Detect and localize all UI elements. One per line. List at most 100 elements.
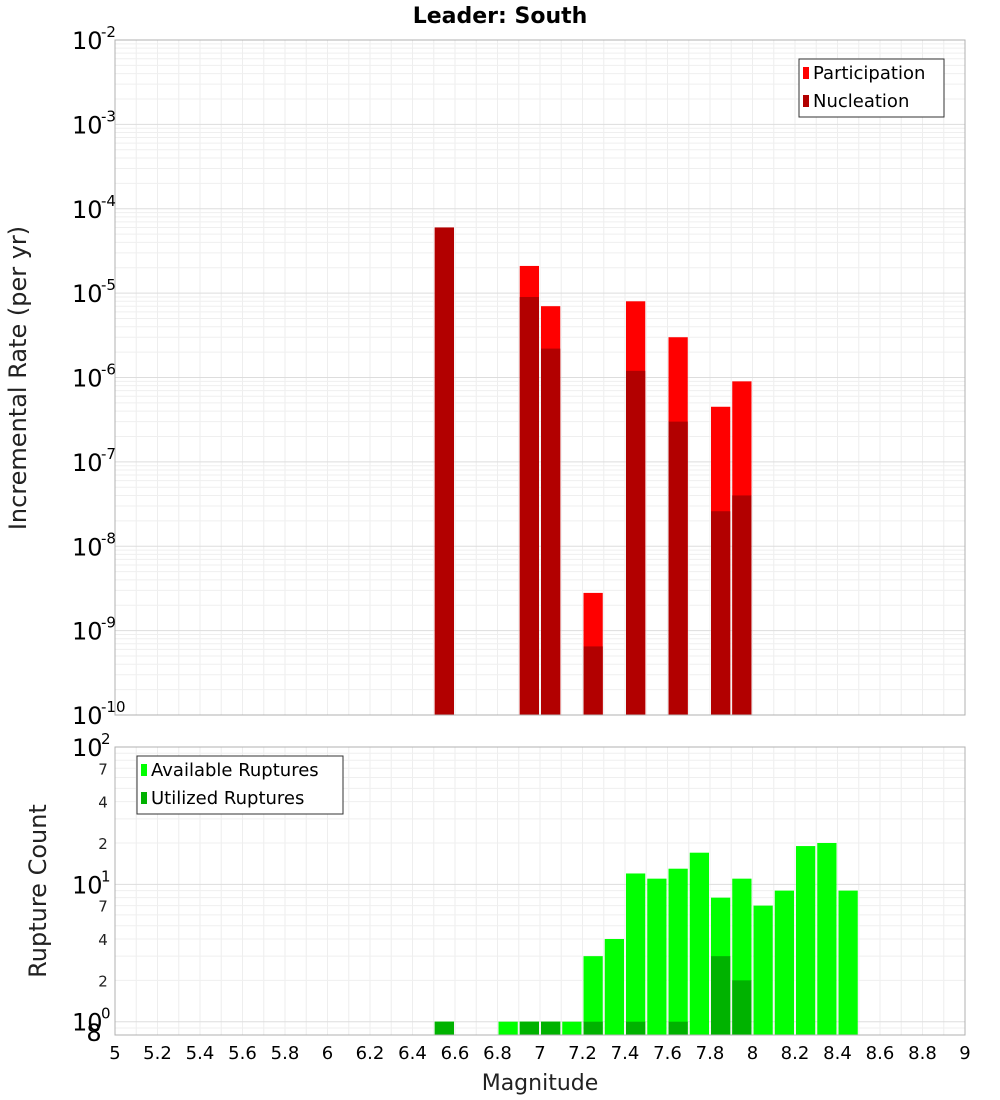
bottom-legend-label-1: Utilized Ruptures <box>151 788 304 809</box>
top-legend-swatch-0 <box>803 67 809 79</box>
bottom-y-minor-label: 4 <box>98 794 108 812</box>
top-legend-swatch-1 <box>803 95 809 107</box>
top-series-1 <box>434 227 752 715</box>
bottom-y-minor-label: 7 <box>98 898 108 916</box>
bottom-bar-0-17 <box>838 890 858 1035</box>
x-tick-label: 6 <box>322 1043 333 1064</box>
x-tick-label: 6.8 <box>483 1043 512 1064</box>
bottom-bar-0-1 <box>498 1021 518 1035</box>
bottom-bar-0-8 <box>647 878 667 1035</box>
x-tick-label: 8 <box>747 1043 758 1064</box>
top-gridlines <box>114 39 966 716</box>
bottom-bar-0-13 <box>753 905 773 1035</box>
bottom-bar-1-4 <box>626 1021 646 1035</box>
bottom-legend-box <box>136 755 344 815</box>
bottom-y-tick-exponent: 2 <box>101 730 111 748</box>
top-y-tick-label: 10 <box>72 533 103 561</box>
bottom-bar-0-9 <box>668 868 688 1035</box>
bottom-y-tick-exponent: 0 <box>101 1005 111 1023</box>
bottom-y-tick-label: 10 <box>72 734 103 762</box>
top-y-tick-label: 10 <box>72 618 103 646</box>
x-tick-label: 6.6 <box>441 1043 470 1064</box>
x-axis-ticks: 5 5.2 5.4 5.6 5.8 6 6.2 6.4 6.6 6.8 7 7.2 7.4 7.6 7.8 8… <box>109 1043 970 1064</box>
x-tick-label: 8.8 <box>908 1043 937 1064</box>
bottom-y-minor-label: 7 <box>98 760 108 778</box>
top-y-tick-exponent: -2 <box>101 23 116 41</box>
x-tick-label: 6.4 <box>398 1043 427 1064</box>
bottom-bar-1-5 <box>668 1021 688 1035</box>
bottom-bar-1-1 <box>519 1021 539 1035</box>
top-legend-label-1: Nucleation <box>813 91 909 112</box>
top-y-tick-exponent: -6 <box>101 361 116 379</box>
x-tick-label: 5.4 <box>186 1043 215 1064</box>
x-tick-label: 7.2 <box>568 1043 597 1064</box>
top-bar-1-3 <box>583 646 603 715</box>
x-tick-label: 5 <box>109 1043 120 1064</box>
top-plot-panel: 10-1010-910-810-710-610-510-410-310-2Par… <box>72 23 966 730</box>
top-y-tick-label: 10 <box>72 196 103 224</box>
top-y-tick-exponent: -7 <box>101 445 116 463</box>
bottom-y-minor-label: 4 <box>98 931 108 949</box>
top-y-tick-exponent: -5 <box>101 276 116 294</box>
top-bar-1-4 <box>626 370 646 715</box>
bottom-y-minor-label: 2 <box>98 835 108 853</box>
bottom-bar-1-0 <box>434 1021 454 1035</box>
bottom-legend-swatch-0 <box>141 764 147 776</box>
bottom-y-minor-label: 8 <box>86 1019 101 1047</box>
top-bar-1-7 <box>732 495 752 715</box>
top-y-tick-exponent: -9 <box>101 614 116 632</box>
bottom-series-1 <box>434 956 752 1035</box>
bottom-y-tick-label: 10 <box>72 1009 103 1037</box>
x-tick-label: 8.4 <box>823 1043 852 1064</box>
x-tick-label: 6.2 <box>356 1043 385 1064</box>
top-y-tick-label: 10 <box>72 111 103 139</box>
top-bar-1-5 <box>668 421 688 715</box>
x-tick-label: 9 <box>959 1043 970 1064</box>
bottom-bar-0-16 <box>817 843 837 1035</box>
bottom-bar-0-5 <box>583 956 603 1035</box>
bottom-legend-label-0: Available Ruptures <box>151 760 319 781</box>
bottom-bar-0-4 <box>562 1021 582 1035</box>
bottom-y-minor-label: 2 <box>98 972 108 990</box>
top-y-tick-exponent: -4 <box>101 192 116 210</box>
x-tick-label: 5.6 <box>228 1043 257 1064</box>
top-y-axis-label: Incremental Rate (per yr) <box>4 226 32 530</box>
bottom-y-tick-exponent: 1 <box>101 867 111 885</box>
top-legend-box <box>798 58 945 118</box>
top-legend: Participation Nucleation <box>798 58 945 118</box>
top-bar-1-0 <box>434 227 454 715</box>
x-axis-label: Magnitude <box>482 1071 599 1096</box>
top-y-tick-label: 10 <box>72 702 103 730</box>
bottom-bar-1-6 <box>711 956 731 1035</box>
x-tick-label: 7.6 <box>653 1043 682 1064</box>
top-bar-1-2 <box>541 348 561 715</box>
chart-title: Leader: South <box>413 4 588 29</box>
x-tick-label: 5.8 <box>271 1043 300 1064</box>
top-y-tick-exponent: -10 <box>101 698 126 716</box>
bottom-bar-1-3 <box>583 1021 603 1035</box>
top-y-tick-label: 10 <box>72 365 103 393</box>
bottom-y-axis-label: Rupture Count <box>24 804 52 978</box>
bottom-bar-0-6 <box>604 939 624 1035</box>
x-tick-label: 8.2 <box>781 1043 810 1064</box>
top-bar-1-6 <box>711 511 731 715</box>
x-tick-label: 7.8 <box>696 1043 725 1064</box>
bottom-y-tick-label: 10 <box>72 871 103 899</box>
x-tick-label: 8.6 <box>866 1043 895 1064</box>
bottom-bar-1-2 <box>541 1021 561 1035</box>
top-y-tick-label: 10 <box>72 449 103 477</box>
x-tick-label: 7 <box>534 1043 545 1064</box>
x-tick-label: 7.4 <box>611 1043 640 1064</box>
top-y-tick-exponent: -3 <box>101 107 116 125</box>
bottom-bar-0-15 <box>796 846 816 1035</box>
bottom-bar-0-10 <box>689 852 709 1035</box>
bottom-legend: Available Ruptures Utilized Ruptures <box>136 755 344 815</box>
x-tick-label: 5.2 <box>143 1043 172 1064</box>
top-y-tick-exponent: -8 <box>101 529 116 547</box>
top-plot-frame <box>114 39 966 716</box>
bottom-bar-0-7 <box>626 873 646 1035</box>
